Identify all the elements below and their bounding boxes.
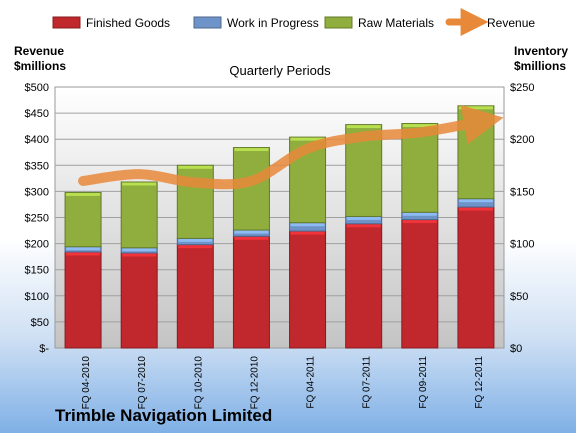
left-tick-label: $400 xyxy=(25,134,49,146)
right-axis-label-line2: $millions xyxy=(514,59,566,73)
right-tick-label: $200 xyxy=(510,134,534,146)
bar-raw-materials-highlight xyxy=(122,182,157,186)
bar-raw-materials xyxy=(232,147,270,231)
bar-finished-goods xyxy=(120,252,158,349)
legend-swatch xyxy=(324,16,353,29)
legend-label: Work in Progress xyxy=(227,16,319,30)
x-axis-ticks: FQ 04-2010 FQ 07-2010 FQ 10-2010 FQ 12-2010… xyxy=(81,356,485,410)
left-tick-label: $250 xyxy=(25,213,49,225)
x-tick-label: FQ 12-2010 xyxy=(249,356,260,410)
bar-finished-goods xyxy=(401,219,439,349)
revenue-line-group xyxy=(78,104,504,190)
bar-work-in-progress-highlight xyxy=(402,212,437,216)
bar-finished-goods-highlight xyxy=(458,207,493,211)
bar-raw-materials-highlight xyxy=(458,106,493,110)
bar-finished-goods xyxy=(176,244,214,349)
bar-finished-goods-highlight xyxy=(234,236,269,240)
right-axis-label-line1: Inventory xyxy=(514,44,568,58)
left-axis-label-line2: $millions xyxy=(14,59,66,73)
right-tick-label: $100 xyxy=(510,239,534,251)
bar-raw-materials-highlight xyxy=(402,124,437,128)
bar-finished-goods-highlight xyxy=(66,252,101,256)
right-tick-label: $250 xyxy=(510,82,534,94)
legend-label: Revenue xyxy=(487,16,535,30)
bar-finished-goods-highlight xyxy=(346,224,381,228)
bar-finished-goods-highlight xyxy=(402,220,437,224)
left-tick-label: $200 xyxy=(25,239,49,251)
left-axis-ticks: $- $50 $100 $150 $200 $250 $300 $350 $400 $450 $50… xyxy=(25,82,50,355)
x-tick-label: FQ 07-2010 xyxy=(137,356,148,410)
bar-work-in-progress-highlight xyxy=(346,216,381,220)
legend-swatch xyxy=(193,16,222,29)
left-tick-label: $50 xyxy=(31,317,49,329)
bar-raw-materials-highlight xyxy=(66,192,101,196)
revenue-line xyxy=(78,104,504,190)
bar-work-in-progress-highlight xyxy=(66,247,101,251)
left-tick-label: $500 xyxy=(25,82,49,94)
company-title: Trimble Navigation Limited xyxy=(55,406,273,425)
x-tick-label: FQ 07-2011 xyxy=(362,356,373,409)
bar-finished-goods xyxy=(457,206,495,349)
right-axis-ticks: $0 $50 $100 $150 $200 $250 xyxy=(510,82,534,355)
left-tick-label: $300 xyxy=(25,186,49,198)
bar-raw-materials-highlight xyxy=(346,125,381,129)
left-tick-label: $450 xyxy=(25,108,49,120)
bar-work-in-progress-highlight xyxy=(458,199,493,203)
bar-work-in-progress-highlight xyxy=(234,230,269,234)
bar-raw-materials-highlight xyxy=(290,137,325,141)
bar-finished-goods-highlight xyxy=(178,245,213,249)
bar-raw-materials xyxy=(64,191,102,248)
bar-raw-materials xyxy=(120,181,158,249)
bars xyxy=(64,105,495,349)
legend: Finished Goods Work in Progress Raw Materi… xyxy=(52,8,535,36)
left-tick-label: $100 xyxy=(25,291,49,303)
chart-subtitle: Quarterly Periods xyxy=(229,63,331,78)
bar-work-in-progress-highlight xyxy=(122,248,157,252)
bar-work-in-progress-highlight xyxy=(290,223,325,227)
bar-raw-materials-highlight xyxy=(234,148,269,152)
bar-work-in-progress-highlight xyxy=(178,238,213,242)
legend-label: Finished Goods xyxy=(86,16,170,30)
legend-label: Raw Materials xyxy=(358,16,434,30)
x-tick-label: FQ 10-2010 xyxy=(193,356,204,410)
right-tick-label: $50 xyxy=(510,291,528,303)
bar-finished-goods xyxy=(232,235,270,349)
bar-finished-goods-highlight xyxy=(122,253,157,257)
x-tick-label: FQ 12-2011 xyxy=(474,356,485,409)
x-tick-label: FQ 04-2011 xyxy=(306,356,317,409)
legend-swatch xyxy=(52,16,81,29)
right-tick-label: $150 xyxy=(510,186,534,198)
right-tick-label: $0 xyxy=(510,343,522,355)
x-tick-label: FQ 04-2010 xyxy=(81,356,92,410)
left-tick-label: $- xyxy=(39,343,49,355)
bar-finished-goods xyxy=(289,230,327,349)
bar-raw-materials-highlight xyxy=(178,165,213,169)
left-tick-label: $150 xyxy=(25,265,49,277)
left-axis-label-line1: Revenue xyxy=(14,44,64,58)
x-tick-label: FQ 09-2011 xyxy=(418,356,429,409)
bar-finished-goods xyxy=(345,223,383,349)
bar-finished-goods-highlight xyxy=(290,231,325,235)
bar-finished-goods xyxy=(64,251,102,349)
left-tick-label: $350 xyxy=(25,160,49,172)
